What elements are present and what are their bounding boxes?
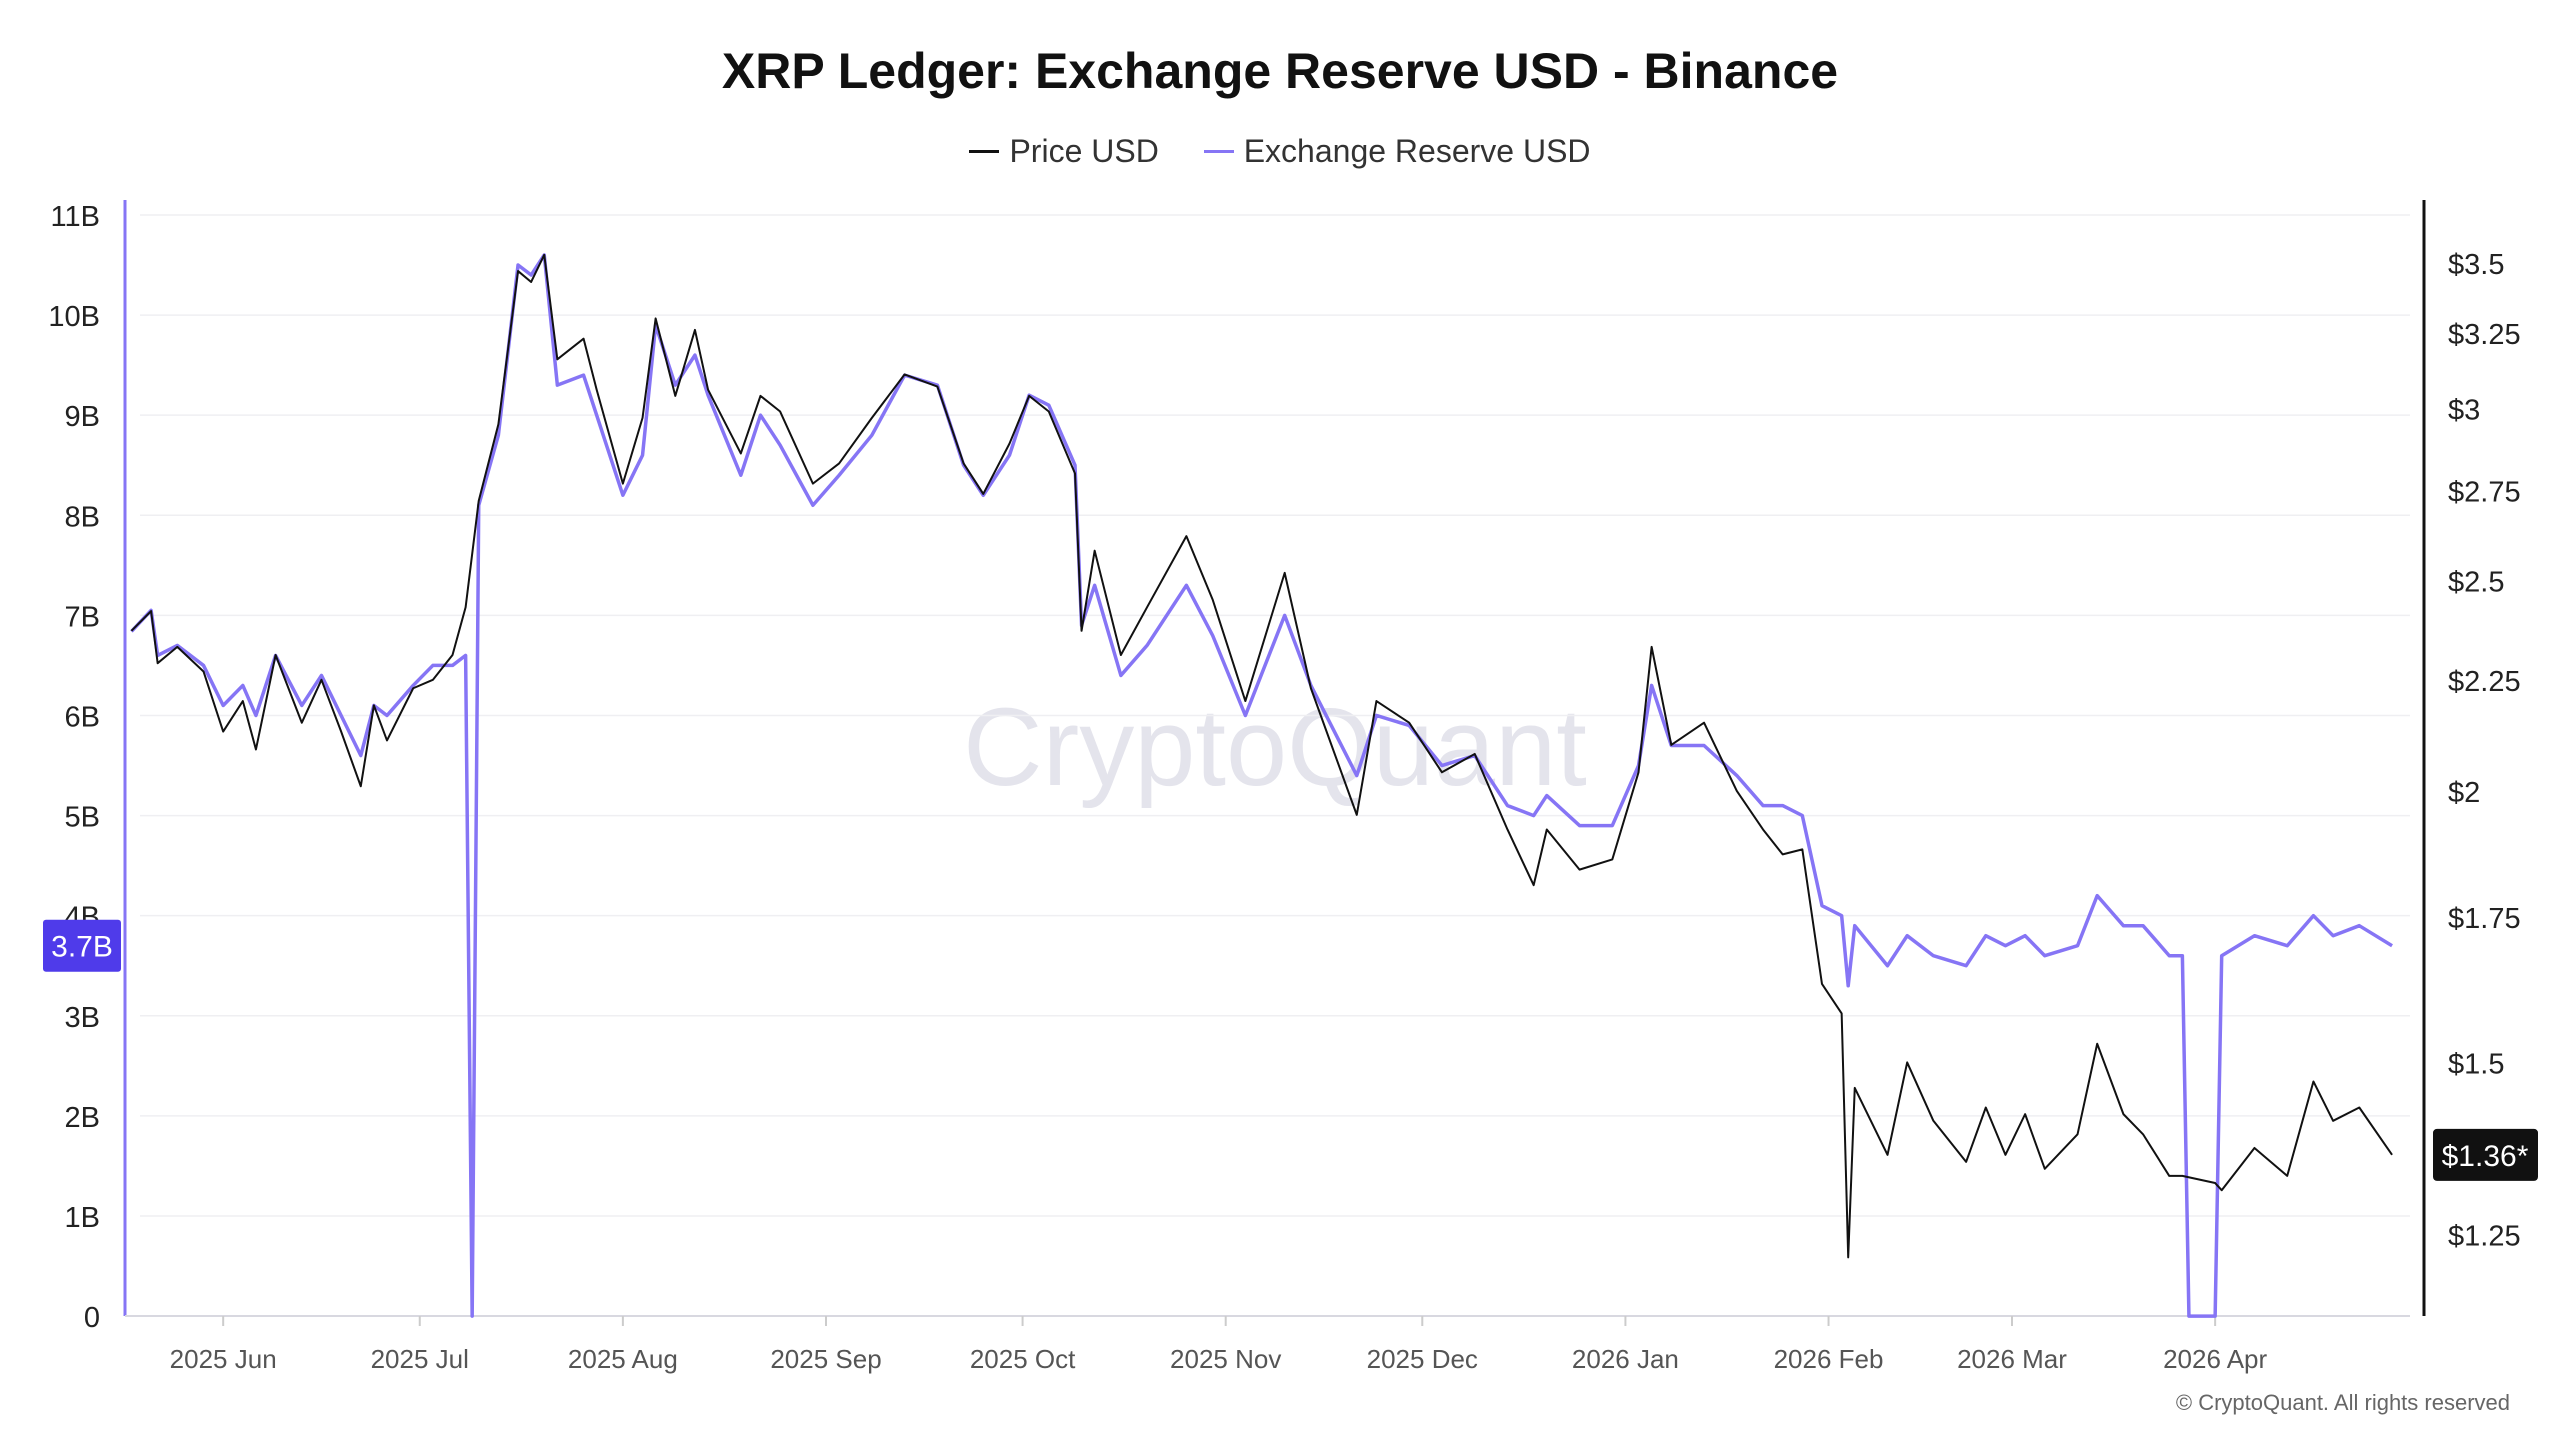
x-tick-label: 2026 Jan <box>1572 1344 1679 1374</box>
right-tick-label: $2.75 <box>2448 476 2521 508</box>
legend-label-reserve: Exchange Reserve USD <box>1243 133 1591 169</box>
left-tick-label: 2B <box>65 1102 100 1134</box>
copyright: © CryptoQuant. All rights reserved <box>2175 1390 2510 1415</box>
left-tick-label: 6B <box>65 701 100 733</box>
right-tick-label: $2 <box>2448 777 2480 809</box>
x-tick-label: 2025 Nov <box>1170 1344 1281 1374</box>
x-tick-label: 2026 Mar <box>1957 1344 2067 1374</box>
legend-swatch-reserve <box>1203 150 1234 153</box>
left-tick-label: 5B <box>65 802 100 834</box>
chart-title: XRP Ledger: Exchange Reserve USD - Binan… <box>721 43 1839 99</box>
x-tick-label: 2025 Dec <box>1367 1344 1478 1374</box>
right-tick-label: $2.25 <box>2448 666 2521 698</box>
left-tick-label: 10B <box>48 301 100 333</box>
legend-item-reserve[interactable]: Exchange Reserve USD <box>1203 133 1591 170</box>
legend-label-price: Price USD <box>1009 133 1159 169</box>
left-tick-label: 9B <box>65 401 100 433</box>
left-tick-label: 3B <box>65 1002 100 1034</box>
right-tick-label: $3.5 <box>2448 249 2504 281</box>
watermark: CryptoQuant <box>963 686 1587 809</box>
right-tick-label: $3.25 <box>2448 319 2521 351</box>
legend: Price USD Exchange Reserve USD <box>0 124 2560 170</box>
left-tick-label: 8B <box>65 501 100 533</box>
left-tick-label: 0 <box>84 1302 100 1334</box>
x-tick-label: 2025 Jul <box>371 1344 469 1374</box>
price-last-value: $1.36* <box>2442 1140 2529 1173</box>
series-line-price <box>130 253 2393 1259</box>
right-tick-label: $3 <box>2448 394 2480 426</box>
x-tick-label: 2025 Aug <box>568 1344 678 1374</box>
left-tick-label: 7B <box>65 601 100 633</box>
right-tick-label: $2.5 <box>2448 566 2504 598</box>
left-tick-label: 11B <box>51 201 100 233</box>
right-tick-label: $1.25 <box>2448 1220 2521 1252</box>
reserve-last-value-badge <box>43 919 121 972</box>
legend-swatch-price <box>969 150 1000 153</box>
price-last-value-badge <box>2433 1128 2538 1181</box>
x-tick-label: 2026 Apr <box>2163 1344 2267 1374</box>
right-tick-label: $1.75 <box>2448 903 2521 935</box>
right-tick-label: $1.5 <box>2448 1048 2504 1080</box>
x-tick-label: 2025 Jun <box>170 1344 277 1374</box>
left-tick-label: 1B <box>65 1202 100 1234</box>
x-tick-label: 2025 Sep <box>770 1344 881 1374</box>
legend-item-price[interactable]: Price USD <box>969 133 1159 170</box>
reserve-last-value: 3.7B <box>51 931 113 964</box>
x-tick-label: 2026 Feb <box>1774 1344 1884 1374</box>
series-line-exchange-reserve <box>130 253 2393 1318</box>
x-tick-label: 2025 Oct <box>970 1344 1076 1374</box>
